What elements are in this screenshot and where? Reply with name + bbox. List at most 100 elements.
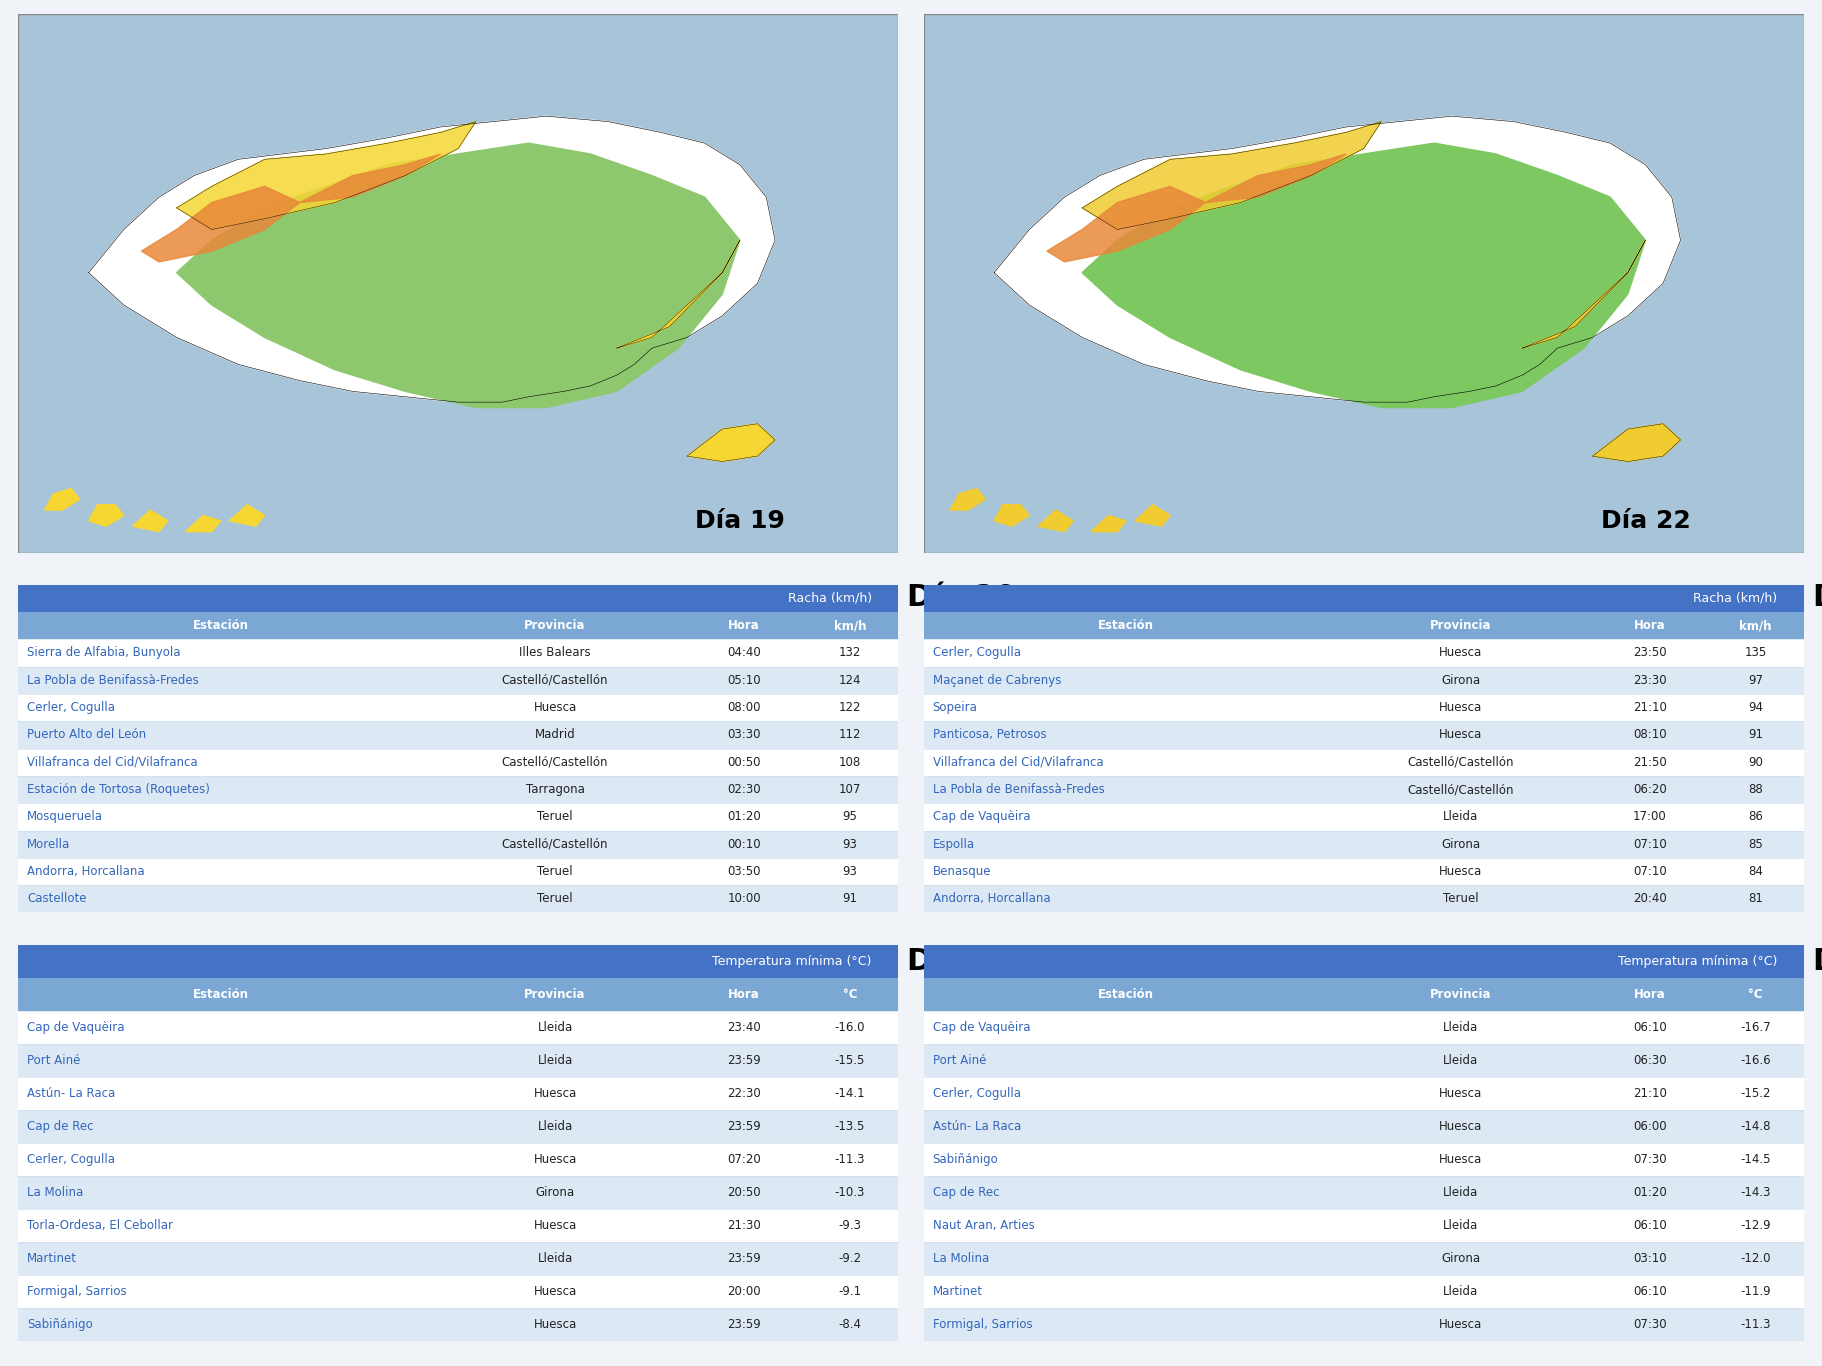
Bar: [924, 1011, 1804, 1044]
Bar: [18, 885, 898, 912]
Text: 23:59: 23:59: [727, 1120, 762, 1134]
Text: Día 21: Día 21: [1813, 947, 1822, 975]
Bar: [924, 1111, 1804, 1143]
Text: 23:59: 23:59: [727, 1253, 762, 1265]
Text: Cap de Rec: Cap de Rec: [27, 1120, 93, 1134]
Text: Naut Aran, Arties: Naut Aran, Arties: [933, 1220, 1035, 1232]
Text: Lleida: Lleida: [1443, 1220, 1478, 1232]
Text: 84: 84: [1747, 865, 1764, 878]
Text: 08:10: 08:10: [1633, 728, 1667, 742]
Text: 00:50: 00:50: [727, 755, 762, 769]
Text: Teruel: Teruel: [537, 865, 572, 878]
Text: 21:10: 21:10: [1633, 1087, 1667, 1101]
Text: Estación: Estación: [193, 988, 248, 1001]
Text: Cerler, Cogulla: Cerler, Cogulla: [933, 646, 1020, 660]
Text: Castelló/Castellón: Castelló/Castellón: [1407, 783, 1514, 796]
Text: Port Ainé: Port Ainé: [933, 1055, 986, 1067]
Text: Sabiñánigo: Sabiñánigo: [27, 1318, 93, 1332]
Text: 94: 94: [1747, 701, 1764, 714]
Text: 01:20: 01:20: [727, 810, 762, 824]
Text: 135: 135: [1744, 646, 1767, 660]
Text: 06:10: 06:10: [1633, 1220, 1667, 1232]
Text: La Pobla de Benifassà-Fredes: La Pobla de Benifassà-Fredes: [27, 673, 199, 687]
Polygon shape: [89, 116, 774, 402]
Bar: [18, 858, 898, 885]
Text: Madrid: Madrid: [534, 728, 576, 742]
Text: Girona: Girona: [1441, 837, 1479, 851]
Text: Estación: Estación: [193, 619, 248, 632]
Text: 91: 91: [1747, 728, 1764, 742]
Text: Lleida: Lleida: [1443, 1055, 1478, 1067]
Text: Lleida: Lleida: [537, 1055, 572, 1067]
Text: 07:30: 07:30: [1633, 1153, 1667, 1167]
Bar: [18, 694, 898, 721]
Polygon shape: [995, 116, 1680, 402]
Text: Villafranca del Cid/Vilafranca: Villafranca del Cid/Vilafranca: [933, 755, 1102, 769]
Text: Temperatura mínima (°C): Temperatura mínima (°C): [712, 955, 873, 967]
Bar: [924, 1044, 1804, 1078]
Text: 07:10: 07:10: [1633, 865, 1667, 878]
Text: Huesca: Huesca: [1439, 701, 1481, 714]
Text: Villafranca del Cid/Vilafranca: Villafranca del Cid/Vilafranca: [27, 755, 197, 769]
Text: 23:59: 23:59: [727, 1318, 762, 1332]
Text: Huesca: Huesca: [1439, 728, 1481, 742]
Text: -15.2: -15.2: [1740, 1087, 1771, 1101]
Text: Lleida: Lleida: [1443, 1022, 1478, 1034]
Text: 107: 107: [838, 783, 862, 796]
Bar: [18, 1176, 898, 1209]
Text: 91: 91: [842, 892, 858, 906]
Polygon shape: [133, 510, 168, 531]
Polygon shape: [949, 489, 986, 510]
Text: 20:40: 20:40: [1633, 892, 1667, 906]
Bar: [924, 1243, 1804, 1276]
Text: Huesca: Huesca: [534, 1285, 576, 1299]
Text: Provincia: Provincia: [1430, 619, 1492, 632]
Polygon shape: [177, 122, 476, 229]
Bar: [18, 1209, 898, 1243]
Text: 20:00: 20:00: [727, 1285, 762, 1299]
Polygon shape: [1135, 504, 1170, 526]
Text: Huesca: Huesca: [1439, 646, 1481, 660]
Polygon shape: [44, 489, 80, 510]
Text: Día 19: Día 19: [694, 510, 785, 533]
Text: La Molina: La Molina: [933, 1253, 989, 1265]
Bar: [18, 1011, 898, 1044]
Text: Lleida: Lleida: [537, 1253, 572, 1265]
Text: Día 22: Día 22: [1600, 510, 1691, 533]
Polygon shape: [616, 240, 740, 348]
Bar: [924, 885, 1804, 912]
Text: -9.2: -9.2: [838, 1253, 862, 1265]
Text: 95: 95: [842, 810, 858, 824]
Text: Mosqueruela: Mosqueruela: [27, 810, 104, 824]
Bar: [924, 612, 1804, 639]
Polygon shape: [186, 515, 220, 531]
Text: 07:10: 07:10: [1633, 837, 1667, 851]
Bar: [924, 803, 1804, 831]
Text: -9.3: -9.3: [838, 1220, 862, 1232]
Text: Teruel: Teruel: [1443, 892, 1478, 906]
Text: 86: 86: [1747, 810, 1764, 824]
Text: Huesca: Huesca: [1439, 1087, 1481, 1101]
Text: Girona: Girona: [536, 1186, 574, 1199]
Text: -10.3: -10.3: [834, 1186, 865, 1199]
Polygon shape: [1206, 154, 1346, 202]
Text: Racha (km/h): Racha (km/h): [787, 591, 873, 604]
Text: 97: 97: [1747, 673, 1764, 687]
Text: Provincia: Provincia: [525, 619, 587, 632]
Bar: [924, 858, 1804, 885]
Bar: [18, 831, 898, 858]
Text: Castelló/Castellón: Castelló/Castellón: [1407, 755, 1514, 769]
Text: Hora: Hora: [1634, 619, 1665, 632]
Bar: [924, 1078, 1804, 1111]
Text: Hora: Hora: [729, 988, 760, 1001]
Bar: [924, 831, 1804, 858]
Polygon shape: [89, 504, 124, 526]
Text: Teruel: Teruel: [537, 892, 572, 906]
Text: Girona: Girona: [1441, 1253, 1479, 1265]
Bar: [18, 1044, 898, 1078]
Text: 124: 124: [838, 673, 862, 687]
Text: 06:00: 06:00: [1633, 1120, 1667, 1134]
Text: Tarragona: Tarragona: [525, 783, 585, 796]
Text: -14.5: -14.5: [1740, 1153, 1771, 1167]
Text: Día 20: Día 20: [907, 947, 1017, 975]
